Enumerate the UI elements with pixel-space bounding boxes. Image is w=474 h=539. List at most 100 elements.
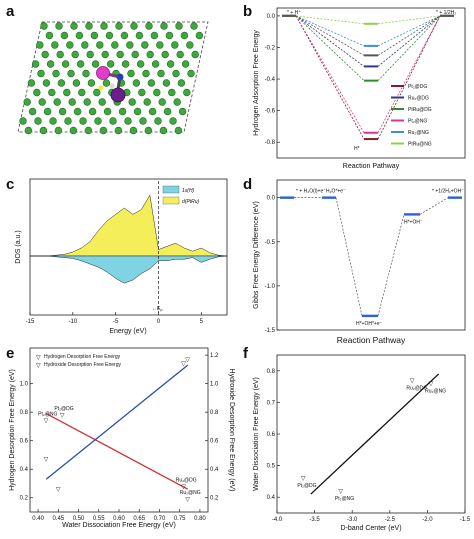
y-tick-label: 0.0: [267, 14, 276, 20]
carbon-atom: [168, 88, 176, 97]
x-tick-label: -3.0: [347, 517, 358, 523]
carbon-atom: [83, 98, 91, 106]
panel-d: d 0.0 -0.5 -1.0 -1.5 * + H₂O(l)+e⁻ H₂O*+e⁻ H*…: [243, 176, 466, 345]
carbon-atom: [71, 50, 79, 59]
carbon-atom: [91, 60, 100, 68]
carbon-atom: [180, 31, 189, 40]
x-tick-label: -2.0: [422, 517, 433, 523]
carbon-atom: [31, 60, 40, 68]
legend-swatch: [162, 185, 180, 194]
fermi-level-annotation: ←EF: [152, 306, 163, 313]
carbon-atom: [133, 107, 142, 116]
legend-swatch: [162, 196, 180, 205]
series-line: [295, 15, 365, 56]
carbon-atom: [145, 22, 153, 30]
x-tick-label: 0.75: [174, 516, 186, 522]
legend-label: Pt₂@NG: [408, 119, 427, 125]
carbon-atom: [121, 60, 130, 68]
hydrogen-atom: [98, 85, 104, 91]
panel-c-label: c: [6, 176, 14, 193]
chart-legend: 1s(H) d(PtRu): [162, 185, 200, 205]
carbon-atom: [153, 88, 161, 97]
data-point: ▽: [44, 419, 49, 425]
data-label: Ru₂@DG: [406, 385, 427, 391]
unit-cell-outline: [17, 21, 209, 133]
panel-b: b 0.0 -0.2 -0.4 -0.6 -0.8 * + H⁺ H* * + 1/2H…: [243, 3, 466, 170]
y-tick-label: 0.0: [267, 196, 276, 202]
carbon-atom: [160, 22, 168, 30]
data-point: ▽: [338, 489, 343, 495]
carbon-atom: [120, 31, 129, 40]
carbon-atom: [88, 107, 97, 116]
legend-label: Ru₂@NG: [408, 130, 429, 136]
carbon-atom: [146, 50, 154, 59]
carbon-atom: [141, 41, 149, 49]
carbon-atom: [45, 31, 54, 40]
state-label: * +1/2H₂+OH⁻: [432, 189, 464, 195]
data-point: ▽: [44, 457, 49, 463]
x-tick-label: 0.80: [194, 516, 206, 522]
carbon-atom: [99, 126, 108, 135]
y-tick-label: -0.4: [265, 77, 276, 83]
data-point: ▽: [60, 413, 65, 419]
data-label: Ru₂@NG: [180, 490, 201, 496]
carbon-atom: [93, 88, 101, 97]
y-tick-label: 0.6: [267, 432, 276, 438]
carbon-atom: [132, 79, 141, 87]
carbon-atom: [49, 117, 57, 125]
carbon-atom: [130, 22, 138, 30]
carbon-atom: [79, 117, 87, 125]
carbon-atom: [159, 126, 168, 135]
y-axis-title: Hydrogen Desorption Free Energy (eV): [9, 369, 16, 491]
legend-label: 1s(H): [182, 188, 195, 194]
plot-frame: [276, 179, 466, 331]
series-line: [295, 15, 365, 47]
carbon-atom: [61, 60, 70, 68]
connector-line: [377, 214, 405, 316]
carbon-atom: [128, 98, 136, 106]
legend-label: PtRu@NG: [408, 142, 432, 148]
scatter-plot: -4.0 -3.5 -3.0 -2.5 -2.0 -1.5 0.4 0.5 0.6 0.7 0.8 ▽…: [267, 369, 471, 523]
plot-frame: [29, 178, 228, 316]
carbon-atom: [111, 41, 119, 49]
x-tick-label: 0.65: [133, 516, 145, 522]
carbon-atom: [126, 41, 134, 49]
carbon-atom: [109, 117, 117, 125]
carbon-atom: [63, 88, 71, 97]
carbon-atom: [28, 107, 37, 116]
y-tick-label: 0.7: [267, 400, 276, 406]
carbon-atom: [131, 50, 139, 59]
carbon-atom: [124, 117, 132, 125]
y-tick-label: -0.6: [265, 109, 276, 115]
carbon-atom: [142, 69, 150, 78]
carbon-atom: [157, 69, 165, 78]
carbon-atom: [118, 107, 127, 116]
carbon-atom: [27, 79, 36, 87]
state-label: H*+OH*+e⁻: [356, 321, 383, 327]
data-label: Pt₂@NG: [335, 496, 354, 502]
y-axis: 0.0 -0.2 -0.4 -0.6 -0.8: [265, 14, 280, 146]
panel-b-label: b: [243, 3, 252, 20]
legend-marker: ▽: [36, 363, 41, 369]
carbon-atom: [40, 22, 48, 30]
panel-a: a: [6, 3, 209, 135]
carbon-atom: [37, 69, 45, 78]
data-label: Ru₂@DG: [176, 477, 197, 483]
carbon-atom: [138, 88, 146, 97]
y-tick-label: -0.2: [265, 45, 276, 51]
data-label: Ru₂@NG: [425, 388, 446, 394]
carbon-atom: [156, 41, 164, 49]
fit-line: [310, 373, 440, 495]
carbon-atom: [151, 60, 160, 68]
panel-e-label: e: [6, 345, 14, 362]
carbon-atom: [34, 117, 42, 125]
y2-tick-label: 1.2: [210, 353, 219, 359]
carbon-atom: [187, 69, 195, 78]
carbon-atom: [181, 60, 190, 68]
carbon-atom: [87, 79, 96, 87]
x-tick-label: -3.5: [309, 517, 320, 523]
y-tick-label: -1.5: [265, 328, 276, 334]
series-line: [377, 15, 441, 47]
x-axis-title: D-band Center (eV): [340, 525, 401, 532]
carbon-atom: [139, 117, 147, 125]
